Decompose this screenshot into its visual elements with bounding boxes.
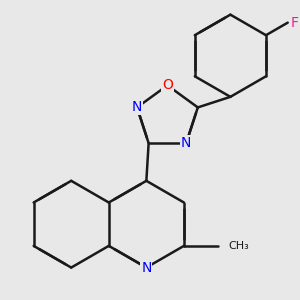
Text: O: O — [162, 78, 173, 92]
Text: F: F — [291, 16, 298, 30]
Text: CH₃: CH₃ — [228, 241, 249, 251]
Text: N: N — [141, 261, 152, 274]
Text: N: N — [132, 100, 142, 114]
Text: N: N — [181, 136, 191, 150]
